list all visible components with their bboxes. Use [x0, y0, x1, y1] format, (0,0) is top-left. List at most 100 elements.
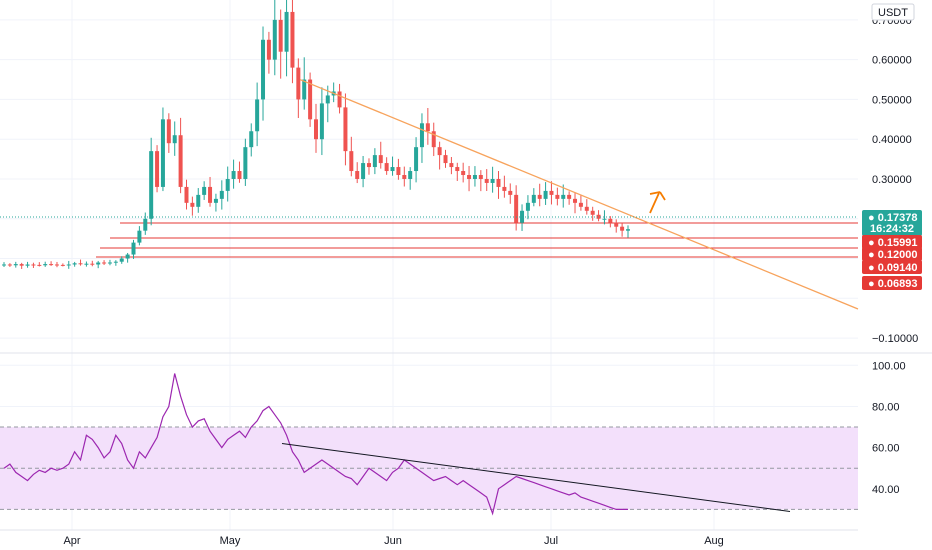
candle-body [172, 135, 177, 144]
currency-label: USDT [878, 7, 908, 19]
candle-body [102, 262, 107, 264]
candle-body [502, 186, 507, 191]
candle-body [361, 163, 366, 179]
candle-body [302, 79, 307, 100]
candle-body [119, 258, 124, 262]
candle-body [66, 264, 71, 266]
candle-body [90, 263, 95, 265]
candle-body [437, 147, 442, 156]
rsi-tick-label: 80.00 [872, 401, 900, 413]
time-tick-label: Jul [544, 535, 558, 547]
candle-body [472, 175, 477, 179]
candle-body [107, 262, 112, 264]
candle-body [449, 163, 454, 168]
descending-trendline[interactable] [299, 78, 859, 310]
candle-body [461, 171, 466, 175]
candle-body [484, 178, 489, 183]
candle-body [372, 155, 377, 168]
support-price-tag [862, 235, 922, 249]
candle-body [78, 263, 83, 265]
candle-body [231, 171, 236, 179]
candle-body [378, 155, 383, 164]
candle-body [308, 79, 313, 120]
candle-body [590, 210, 595, 215]
candle-body [390, 167, 395, 172]
rsi-tick-label: 40.00 [872, 484, 900, 496]
candle-body [414, 147, 419, 172]
candle-body [620, 226, 625, 231]
candle-body [608, 218, 613, 223]
candle-body [184, 186, 189, 203]
support-price-label: ● 0.12000 [868, 249, 917, 261]
candle-body [266, 39, 271, 60]
candle-body [160, 119, 165, 187]
candle-body [225, 178, 230, 191]
candle-body [25, 264, 30, 266]
candle-body [573, 198, 578, 203]
candle-body [402, 175, 407, 179]
currency-badge [871, 3, 915, 21]
time-tick-label: Apr [63, 535, 80, 547]
candle-body [525, 202, 530, 211]
support-price-label: ● 0.06893 [868, 278, 917, 290]
candle-body [514, 194, 519, 223]
candle-body [219, 190, 224, 199]
time-tick-label: May [220, 535, 241, 547]
candle-body [202, 186, 207, 195]
candle-body [255, 99, 260, 132]
candle-body [196, 194, 201, 207]
candle-body [425, 123, 430, 132]
price-tick-label: 0.60000 [872, 55, 912, 67]
candle-body [137, 230, 142, 243]
candle-body [213, 198, 218, 203]
candle-body [155, 151, 160, 187]
candle-body [537, 194, 542, 199]
time-axis: Apr May Jun Jul Aug [63, 535, 723, 547]
breakout-arrow-icon[interactable] [649, 191, 666, 214]
time-tick-label: Jun [384, 535, 402, 547]
candle-body [567, 194, 572, 199]
candle-body [366, 163, 371, 168]
candle-body [478, 175, 483, 179]
candle-body [72, 263, 77, 265]
support-price-tag [862, 276, 922, 290]
support-lines[interactable] [96, 222, 858, 258]
candle-body [408, 171, 413, 179]
candle-body [549, 190, 554, 195]
current-price-label: ● 0.17378 [868, 212, 917, 224]
support-price-tag [862, 247, 922, 261]
candle-body [149, 151, 154, 219]
candle-body [43, 264, 48, 266]
candle-body [555, 194, 560, 199]
countdown-label: 16:24:32 [870, 223, 914, 235]
candle-body [249, 131, 254, 148]
candle-body [190, 202, 195, 207]
candle-body [355, 171, 360, 179]
candle-body [143, 218, 148, 231]
candle-body [261, 39, 266, 100]
candle-body [166, 119, 171, 144]
candle-body [419, 123, 424, 148]
price-pane-background [0, 0, 858, 350]
time-tick-label: Aug [704, 535, 724, 547]
price-tick-label: 0.40000 [872, 134, 912, 146]
candle-body [84, 263, 89, 265]
rsi-tick-label: 100.00 [872, 360, 906, 372]
candle-body [531, 194, 536, 203]
candle-body [561, 194, 566, 199]
candle-body [490, 178, 495, 183]
candle-body [113, 261, 118, 263]
price-tick-label: 0.30000 [872, 174, 912, 186]
rsi-trendline[interactable] [281, 443, 791, 512]
candle-body [343, 107, 348, 152]
candle-body [543, 190, 548, 199]
candle-body [325, 95, 330, 104]
candle-body [319, 103, 324, 140]
candle-body [13, 264, 18, 266]
candle-body [7, 264, 12, 266]
price-axis: 0.700000.600000.500000.400000.300000.200… [872, 15, 918, 345]
candle-body [278, 19, 283, 52]
candle-body [60, 264, 65, 266]
